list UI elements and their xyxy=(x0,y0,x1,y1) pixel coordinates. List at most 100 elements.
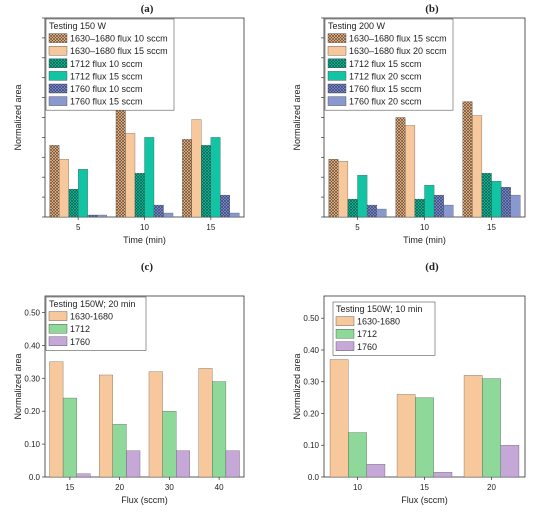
x-tick-label: 10 xyxy=(140,223,149,232)
legend: Testing 150 W 1630–1680 flux 10 sccm 1630–… xyxy=(45,18,175,111)
legend-swatch xyxy=(48,336,68,346)
bar-2-5 xyxy=(229,212,240,218)
y-tick-label: 0.20 xyxy=(24,407,40,416)
legend-swatch xyxy=(48,33,68,43)
chart-panel-0: (a) Normalized area 5 10 15 Time (min) Testing… xyxy=(13,3,245,245)
bar-0-0 xyxy=(328,159,339,218)
bar-0-5 xyxy=(376,208,387,218)
legend-swatch xyxy=(48,83,68,94)
chart-panel-3: (d) 0.0 0.10 0.20 0.30 0.40 0.50 Normalized are… xyxy=(292,261,526,505)
bar-2-0 xyxy=(148,371,163,478)
bar-2-4 xyxy=(500,186,511,218)
y-tick-label: 0.50 xyxy=(303,314,319,323)
panel-letter: (a) xyxy=(141,3,154,15)
legend-entry: 1760 flux 15 sccm xyxy=(349,84,422,94)
legend-title: Testing 150W; 10 min xyxy=(336,304,422,314)
y-tick-label: 0.40 xyxy=(303,346,319,355)
legend-swatch xyxy=(48,71,68,81)
y-tick-label: 0.30 xyxy=(303,378,319,387)
bar-1-0 xyxy=(115,97,126,218)
legend-box xyxy=(45,18,175,111)
bar-0-2 xyxy=(68,188,79,218)
bar-2-1 xyxy=(191,119,202,218)
y-tick-label: 0.0 xyxy=(29,473,41,482)
bar-2-2 xyxy=(481,173,492,218)
legend-swatch xyxy=(48,58,68,68)
legend-swatch xyxy=(327,83,347,94)
x-tick-label: 5 xyxy=(355,223,360,232)
bar-1-2 xyxy=(414,198,425,218)
legend-entry: 1630–1680 flux 15 sccm xyxy=(349,34,447,44)
legend-entry: 1760 flux 15 sccm xyxy=(70,97,143,107)
bar-2-4 xyxy=(220,194,230,218)
bar-3-2 xyxy=(225,450,240,478)
bar-0-1 xyxy=(338,161,349,218)
panel-letter: (b) xyxy=(425,3,439,15)
x-tick-label: 40 xyxy=(215,483,224,492)
legend-entry: 1630-1680 xyxy=(70,312,113,322)
y-axis-label: Normalized area xyxy=(13,84,23,150)
bar-2-2 xyxy=(201,145,211,218)
chart-panel-1: (b) Normalized area 5 10 15 Time (min) Testing… xyxy=(292,3,526,245)
bar-1-2 xyxy=(433,472,453,478)
plot-frame xyxy=(44,295,245,478)
bar-0-2 xyxy=(347,198,358,218)
bar-3-0 xyxy=(198,368,213,478)
legend-swatch xyxy=(48,311,68,321)
legend-entry: 1760 flux 20 sccm xyxy=(349,97,422,107)
legend: Testing 150W; 10 min 1630-1680 1712 1760 xyxy=(332,301,436,356)
x-tick-label: 30 xyxy=(165,483,174,492)
legend-box xyxy=(324,18,454,111)
x-axis-label: Time (min) xyxy=(403,235,446,245)
bar-0-4 xyxy=(87,214,98,218)
bar-0-2 xyxy=(76,473,91,478)
legend-swatch xyxy=(327,46,347,56)
bar-1-1 xyxy=(112,424,127,478)
y-tick-label: 0.50 xyxy=(24,308,40,317)
legend-entry: 1630-1680 xyxy=(357,317,400,327)
legend-entry: 1760 xyxy=(70,337,90,347)
x-tick-label: 20 xyxy=(487,483,496,492)
bar-1-2 xyxy=(126,450,141,478)
x-tick-label: 10 xyxy=(353,483,362,492)
bar-2-2 xyxy=(176,450,190,478)
bar-0-4 xyxy=(366,204,377,218)
bar-2-0 xyxy=(463,375,483,478)
legend: Testing 200 W 1630–1680 flux 15 sccm 1630–… xyxy=(324,18,454,111)
chart-panel-2: (c) 0.0 0.10 0.20 0.30 0.40 0.50 Normalized are… xyxy=(13,261,245,505)
bar-0-1 xyxy=(62,397,77,478)
legend-swatch xyxy=(327,96,347,106)
bar-0-0 xyxy=(49,145,60,218)
bar-0-3 xyxy=(78,169,88,218)
legend-entry: 1630–1680 flux 15 sccm xyxy=(70,46,168,56)
legend-swatch xyxy=(327,58,347,68)
legend-entry: 1712 flux 10 sccm xyxy=(70,59,143,69)
legend-swatch xyxy=(48,324,68,334)
legend-title: Testing 200 W xyxy=(328,21,386,31)
y-axis-label: Normalized area xyxy=(292,353,302,419)
legend-entry: 1712 flux 20 sccm xyxy=(349,71,422,81)
bar-1-4 xyxy=(153,204,164,218)
x-tick-label: 15 xyxy=(487,223,496,232)
y-tick-label: 0.10 xyxy=(303,441,319,450)
legend: Testing 150W; 20 min 1630-1680 1712 1760 xyxy=(45,296,147,351)
x-tick-label: 15 xyxy=(420,483,429,492)
legend-title: Testing 150 W xyxy=(49,21,107,31)
legend-swatch xyxy=(48,96,68,106)
x-axis-label: Flux (sccm) xyxy=(121,495,168,505)
bar-2-5 xyxy=(510,194,521,218)
legend-entry: 1630–1680 flux 20 sccm xyxy=(349,46,447,56)
legend-title: Testing 150W; 20 min xyxy=(49,299,135,309)
bar-2-2 xyxy=(500,445,520,478)
y-tick-label: 0.30 xyxy=(24,374,40,383)
legend-swatch xyxy=(48,46,68,56)
legend-entry: 1712 xyxy=(70,324,90,334)
legend-entry: 1760 flux 10 sccm xyxy=(70,84,143,94)
bar-2-3 xyxy=(491,181,502,218)
bar-2-1 xyxy=(482,378,501,478)
bar-2-0 xyxy=(182,139,192,218)
legend-swatch xyxy=(335,341,355,351)
panel-letter: (d) xyxy=(425,261,439,273)
bar-0-5 xyxy=(97,214,107,218)
